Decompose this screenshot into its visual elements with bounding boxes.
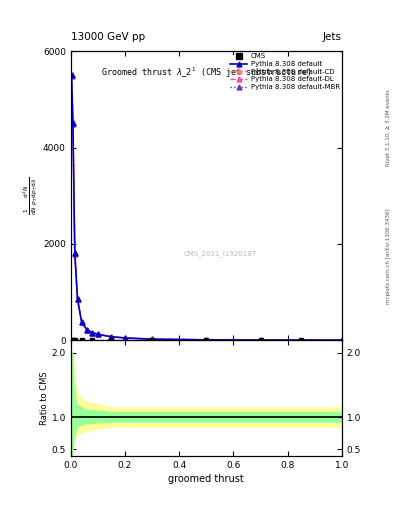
Text: CMS_2021_I1920187: CMS_2021_I1920187 [183, 250, 257, 257]
Text: Jets: Jets [323, 32, 342, 42]
Text: mcplots.cern.ch [arXiv:1306.3436]: mcplots.cern.ch [arXiv:1306.3436] [386, 208, 391, 304]
Legend: CMS, Pythia 8.308 default, Pythia 8.308 default-CD, Pythia 8.308 default-DL, Pyt: CMS, Pythia 8.308 default, Pythia 8.308 … [230, 53, 340, 90]
Text: Groomed thrust $\lambda\_2^1$ (CMS jet substructure): Groomed thrust $\lambda\_2^1$ (CMS jet s… [101, 66, 312, 80]
Y-axis label: Ratio to CMS: Ratio to CMS [40, 371, 49, 425]
X-axis label: groomed thrust: groomed thrust [169, 474, 244, 484]
Text: 13000 GeV pp: 13000 GeV pp [71, 32, 145, 42]
Text: Rivet 3.1.10, ≥ 3.2M events: Rivet 3.1.10, ≥ 3.2M events [386, 90, 391, 166]
Y-axis label: $\frac{1}{\mathrm{d}N}\,\frac{\mathrm{d}^2N}{p_T\,\mathrm{d}p_T\,\mathrm{d}\lamb: $\frac{1}{\mathrm{d}N}\,\frac{\mathrm{d}… [22, 177, 40, 215]
